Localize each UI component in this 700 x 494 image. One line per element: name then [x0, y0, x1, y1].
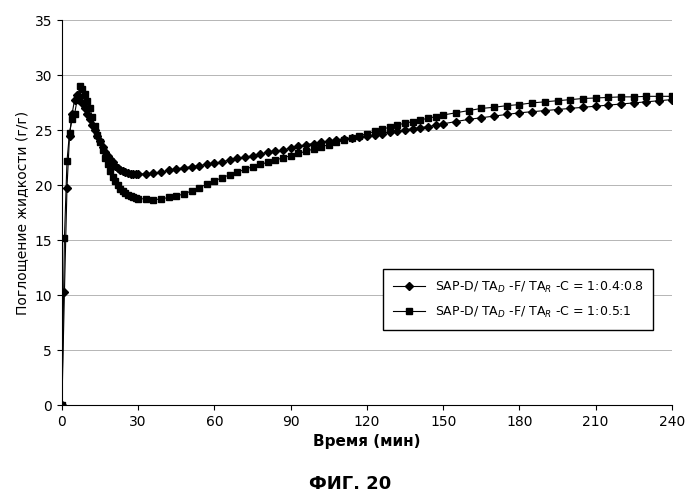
- SAP-D/ TA$_D$ -F/ TA$_R$ -C = 1:0.5:1: [668, 93, 676, 99]
- SAP-D/ TA$_D$ -F/ TA$_R$ -C = 1:0.5:1: [256, 162, 265, 167]
- SAP-D/ TA$_D$ -F/ TA$_R$ -C = 1:0.4:0.8: [88, 122, 97, 128]
- SAP-D/ TA$_D$ -F/ TA$_R$ -C = 1:0.5:1: [57, 402, 66, 408]
- SAP-D/ TA$_D$ -F/ TA$_R$ -C = 1:0.5:1: [106, 168, 114, 174]
- Legend: SAP-D/ TA$_D$ -F/ TA$_R$ -C = 1:0.4:0.8, SAP-D/ TA$_D$ -F/ TA$_R$ -C = 1:0.5:1: SAP-D/ TA$_D$ -F/ TA$_R$ -C = 1:0.4:0.8,…: [384, 269, 653, 329]
- Text: ФИГ. 20: ФИГ. 20: [309, 475, 391, 493]
- SAP-D/ TA$_D$ -F/ TA$_R$ -C = 1:0.4:0.8: [668, 97, 676, 103]
- SAP-D/ TA$_D$ -F/ TA$_R$ -C = 1:0.4:0.8: [172, 166, 181, 172]
- SAP-D/ TA$_D$ -F/ TA$_R$ -C = 1:0.5:1: [553, 98, 561, 104]
- SAP-D/ TA$_D$ -F/ TA$_R$ -C = 1:0.5:1: [76, 83, 84, 89]
- SAP-D/ TA$_D$ -F/ TA$_R$ -C = 1:0.4:0.8: [57, 402, 66, 408]
- SAP-D/ TA$_D$ -F/ TA$_R$ -C = 1:0.4:0.8: [106, 156, 114, 162]
- Line: SAP-D/ TA$_D$ -F/ TA$_R$ -C = 1:0.4:0.8: SAP-D/ TA$_D$ -F/ TA$_R$ -C = 1:0.4:0.8: [59, 92, 675, 408]
- SAP-D/ TA$_D$ -F/ TA$_R$ -C = 1:0.5:1: [88, 114, 97, 120]
- Line: SAP-D/ TA$_D$ -F/ TA$_R$ -C = 1:0.5:1: SAP-D/ TA$_D$ -F/ TA$_R$ -C = 1:0.5:1: [59, 83, 675, 408]
- Y-axis label: Поглощение жидкости (г/г): Поглощение жидкости (г/г): [15, 111, 29, 315]
- SAP-D/ TA$_D$ -F/ TA$_R$ -C = 1:0.5:1: [83, 98, 92, 104]
- SAP-D/ TA$_D$ -F/ TA$_R$ -C = 1:0.4:0.8: [256, 151, 265, 157]
- SAP-D/ TA$_D$ -F/ TA$_R$ -C = 1:0.5:1: [172, 193, 181, 199]
- SAP-D/ TA$_D$ -F/ TA$_R$ -C = 1:0.4:0.8: [83, 111, 92, 117]
- SAP-D/ TA$_D$ -F/ TA$_R$ -C = 1:0.4:0.8: [73, 92, 81, 98]
- X-axis label: Время (мин): Время (мин): [313, 434, 421, 450]
- SAP-D/ TA$_D$ -F/ TA$_R$ -C = 1:0.4:0.8: [553, 107, 561, 113]
